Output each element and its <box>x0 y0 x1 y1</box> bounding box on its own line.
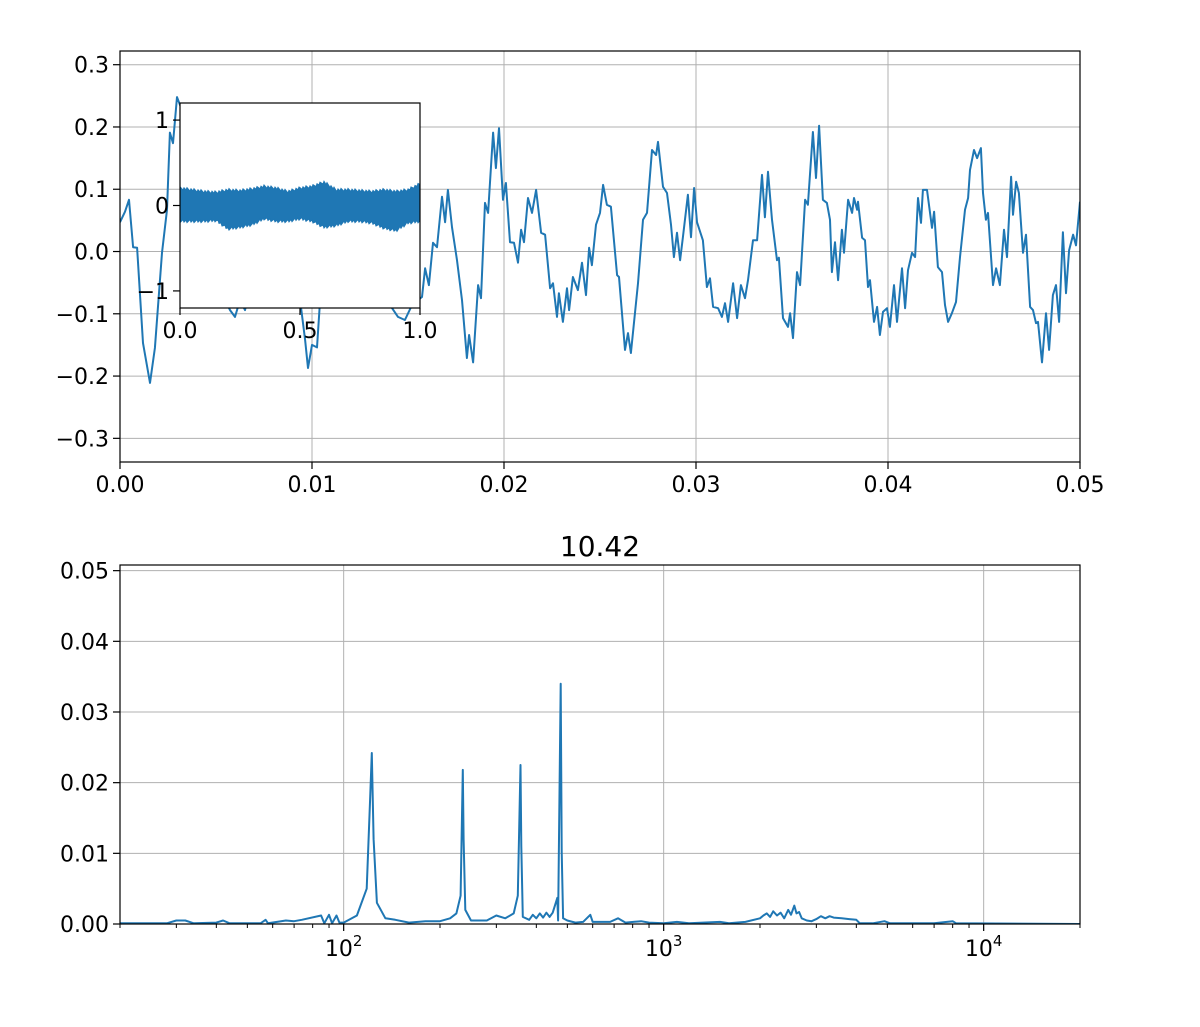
tick-exponent: 3 <box>673 932 683 950</box>
axes-frame <box>119 564 1081 925</box>
x-tick-label: 1.0 <box>403 319 438 344</box>
x-tick-label: 0.01 <box>288 473 337 498</box>
tick-base: 10 <box>645 937 673 962</box>
y-tick-label: 0.03 <box>60 701 109 726</box>
inset-full-signal-axes: 0.0 0.5 1.0 −1 0 1 <box>137 102 438 344</box>
x-tick-label: 104 <box>965 932 1003 962</box>
tick-exponent: 2 <box>353 932 363 950</box>
y-tick-label: 0.02 <box>60 772 109 797</box>
y-tick-label: 0.3 <box>74 54 109 79</box>
x-tick-label: 103 <box>645 932 683 962</box>
y-tick-label: 0.00 <box>60 913 109 938</box>
x-tick-label: 0.04 <box>864 473 913 498</box>
y-tick-label: 0.2 <box>74 116 109 141</box>
y-tick-label: 0 <box>155 195 169 220</box>
tick-exponent: 4 <box>993 932 1003 950</box>
y-tick-label: −0.3 <box>56 427 109 452</box>
y-tick-label: 0.01 <box>60 842 109 867</box>
x-tick-label: 0.02 <box>480 473 529 498</box>
y-tick-label: −0.2 <box>56 365 109 390</box>
tick-base: 10 <box>325 937 353 962</box>
axes-title: 10.42 <box>560 530 640 563</box>
y-tick-label: −0.1 <box>56 303 109 328</box>
axes-frame <box>119 50 1081 463</box>
plot-area <box>120 565 1080 924</box>
series-line <box>120 682 1080 924</box>
y-tick-label: 0.05 <box>60 560 109 585</box>
y-tick-label: 1 <box>155 109 169 134</box>
y-tick-label: 0.04 <box>60 630 109 655</box>
y-tick-label: −1 <box>137 280 169 305</box>
x-tick-label: 0.0 <box>163 319 198 344</box>
x-tick-label: 0.03 <box>672 473 721 498</box>
x-tick-label: 102 <box>325 932 363 962</box>
x-tick-label: 0.5 <box>283 319 318 344</box>
y-tick-label: 0.0 <box>74 241 109 266</box>
y-tick-label: 0.1 <box>74 178 109 203</box>
x-tick-label: 0.05 <box>1056 473 1105 498</box>
signal-envelope <box>180 180 420 233</box>
tick-base: 10 <box>965 937 993 962</box>
x-tick-label: 0.00 <box>96 473 145 498</box>
